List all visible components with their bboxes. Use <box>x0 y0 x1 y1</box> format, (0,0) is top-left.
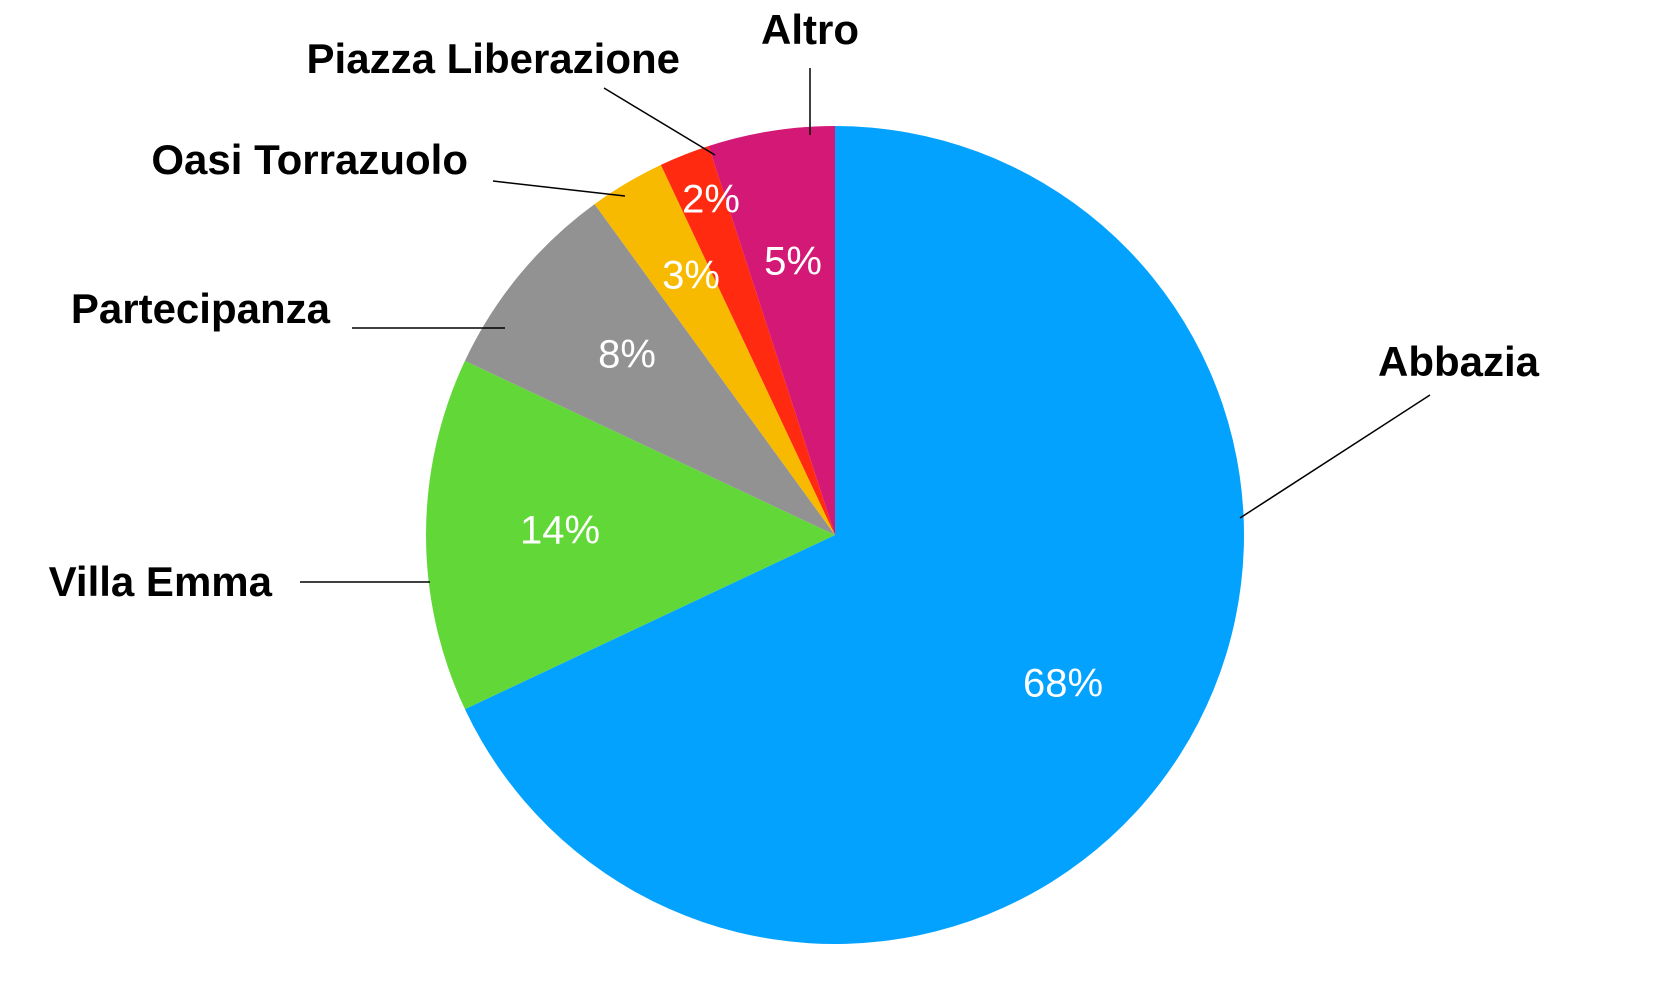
value-label: 8% <box>598 333 656 377</box>
value-label: 2% <box>682 178 740 222</box>
pie-slice <box>594 164 835 536</box>
value-label: 14% <box>520 509 600 553</box>
category-label: Villa Emma <box>49 558 273 605</box>
category-label: Partecipanza <box>71 285 331 332</box>
category-label: Abbazia <box>1378 338 1540 385</box>
category-label: Piazza Liberazione <box>307 35 680 82</box>
pie-slice <box>426 360 835 710</box>
leader-line <box>1239 394 1431 519</box>
pie-slice <box>708 126 835 535</box>
value-label: 5% <box>764 240 822 284</box>
pie-slice <box>464 204 835 535</box>
category-label: Altro <box>761 6 859 53</box>
value-label: 3% <box>662 254 720 298</box>
pie-slice <box>464 126 1244 945</box>
leader-line <box>603 87 716 156</box>
value-label: 68% <box>1023 662 1103 706</box>
pie-slice <box>660 146 835 535</box>
category-label: Oasi Torrazuolo <box>151 136 468 183</box>
leader-line <box>492 180 626 197</box>
